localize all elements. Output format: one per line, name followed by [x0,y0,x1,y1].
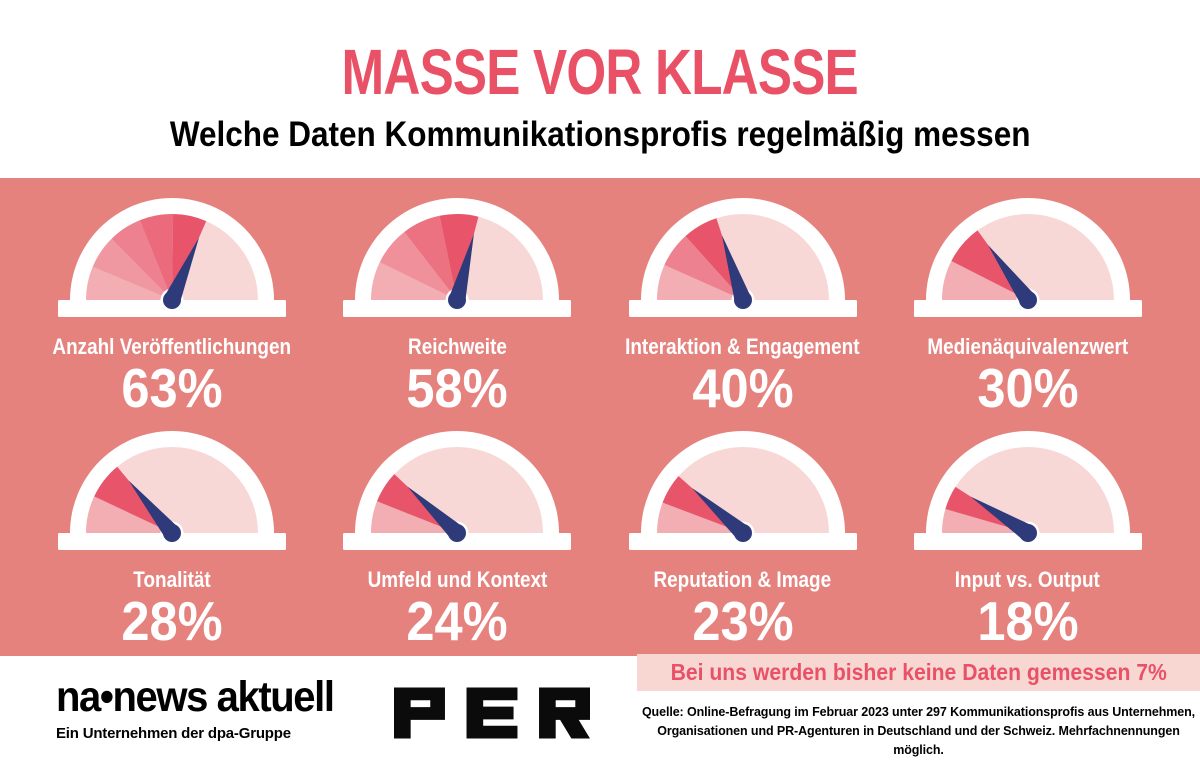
no-data-banner: Bei uns werden bisher keine Daten gemess… [637,654,1200,691]
source-line-2: Organisationen und PR-Agenturen in Deuts… [657,723,1180,757]
gauge-card-reputation-image: Reputation & Image 23% [604,427,882,652]
gauge-label: Medienäquivalenzwert [889,333,1167,361]
gauge-label-text: Anzahl Veröffentlichungen [52,334,292,359]
gauge-label: Interaktion & Engagement [604,333,882,361]
gauge-card-umfeld-kontext: Umfeld und Kontext 24% [318,427,596,652]
gauge-label: Umfeld und Kontext [318,566,596,594]
per-logo [394,687,590,744]
gauge-label-text: Interaktion & Engagement [625,334,860,359]
gauge-value-text: 24% [406,590,509,652]
footer: na•news aktuell Ein Unternehmen der dpa-… [0,654,1200,772]
gauge-dial [604,194,882,332]
gauge-label-text: Medienäquivalenzwert [927,334,1129,359]
gauge-card-reichweite: Reichweite 58% [318,194,596,419]
header: MASSE VOR KLASSE Welche Daten Kommunikat… [0,0,1200,178]
gauge-value: 63% [33,357,311,419]
gauge-label-text: Umfeld und Kontext [367,567,548,592]
page-title-text: MASSE VOR KLASSE [341,36,859,108]
gauge-card-anzahl-veroeffentlichungen: Anzahl Veröffentlichungen 63% [33,194,311,419]
gauge-label-text: Tonalität [133,567,211,592]
gauge-dial [318,427,596,565]
gauge-card-medienaequivalenzwert: Medienäquivalenzwert 30% [889,194,1167,419]
gauge-value-text: 23% [691,590,794,652]
per-logo-icon [394,687,590,739]
gauge-row-1: Anzahl Veröffentlichungen 63% Reichweite… [0,194,1200,419]
page-subtitle: Welche Daten Kommunikationsprofis regelm… [0,117,1200,152]
gauge-label: Tonalität [33,566,311,594]
gauge-row-2: Tonalität 28% Umfeld und Kontext 24% Rep… [0,427,1200,652]
newsaktuell-logo: na•news aktuell Ein Unternehmen der dpa-… [56,676,354,743]
gauge-dial [33,194,311,332]
gauge-value: 30% [889,357,1167,419]
gauge-dial [604,427,882,565]
gauge-label: Anzahl Veröffentlichungen [33,333,311,361]
gauge-value-text: 40% [691,357,794,419]
gauge-value: 28% [33,590,311,652]
gauge-label-text: Input vs. Output [955,567,1101,592]
gauge-dial [889,194,1167,332]
gauge-value: 23% [604,590,882,652]
gauge-panel: Anzahl Veröffentlichungen 63% Reichweite… [0,178,1200,656]
gauge-value-text: 63% [121,357,223,419]
dpa-gruppe-tagline: Ein Unternehmen der dpa-Gruppe [56,725,291,742]
gauge-card-tonalitaet: Tonalität 28% [33,427,311,652]
gauge-card-interaktion-engagement: Interaktion & Engagement 40% [604,194,882,419]
gauge-label: Input vs. Output [889,566,1167,594]
newsaktuell-wordmark: na•news aktuell [56,676,354,719]
newsaktuell-wordmark-text: na•news aktuell [56,673,335,721]
gauge-value: 24% [318,590,596,652]
gauge-label: Reichweite [318,333,596,361]
gauge-value-text: 28% [121,590,223,652]
gauge-dial [318,194,596,332]
gauge-value-text: 18% [977,590,1079,652]
gauge-value-text: 58% [406,357,509,419]
no-data-banner-text: Bei uns werden bisher keine Daten gemess… [670,659,1167,685]
gauge-label-text: Reputation & Image [653,567,832,592]
gauge-dial [33,427,311,565]
gauge-value: 18% [889,590,1167,652]
source-line-1: Quelle: Online-Befragung im Februar 2023… [641,705,1196,719]
gauge-card-input-output: Input vs. Output 18% [889,427,1167,652]
gauge-value-text: 30% [977,357,1079,419]
page-subtitle-text: Welche Daten Kommunikationsprofis regelm… [169,115,1031,154]
gauge-value: 58% [318,357,596,419]
page-title: MASSE VOR KLASSE [0,0,1200,104]
gauge-label: Reputation & Image [604,566,882,594]
gauge-value: 40% [604,357,882,419]
source-note: Quelle: Online-Befragung im Februar 2023… [637,703,1200,759]
gauge-dial [889,427,1167,565]
gauge-label-text: Reichweite [407,334,507,359]
